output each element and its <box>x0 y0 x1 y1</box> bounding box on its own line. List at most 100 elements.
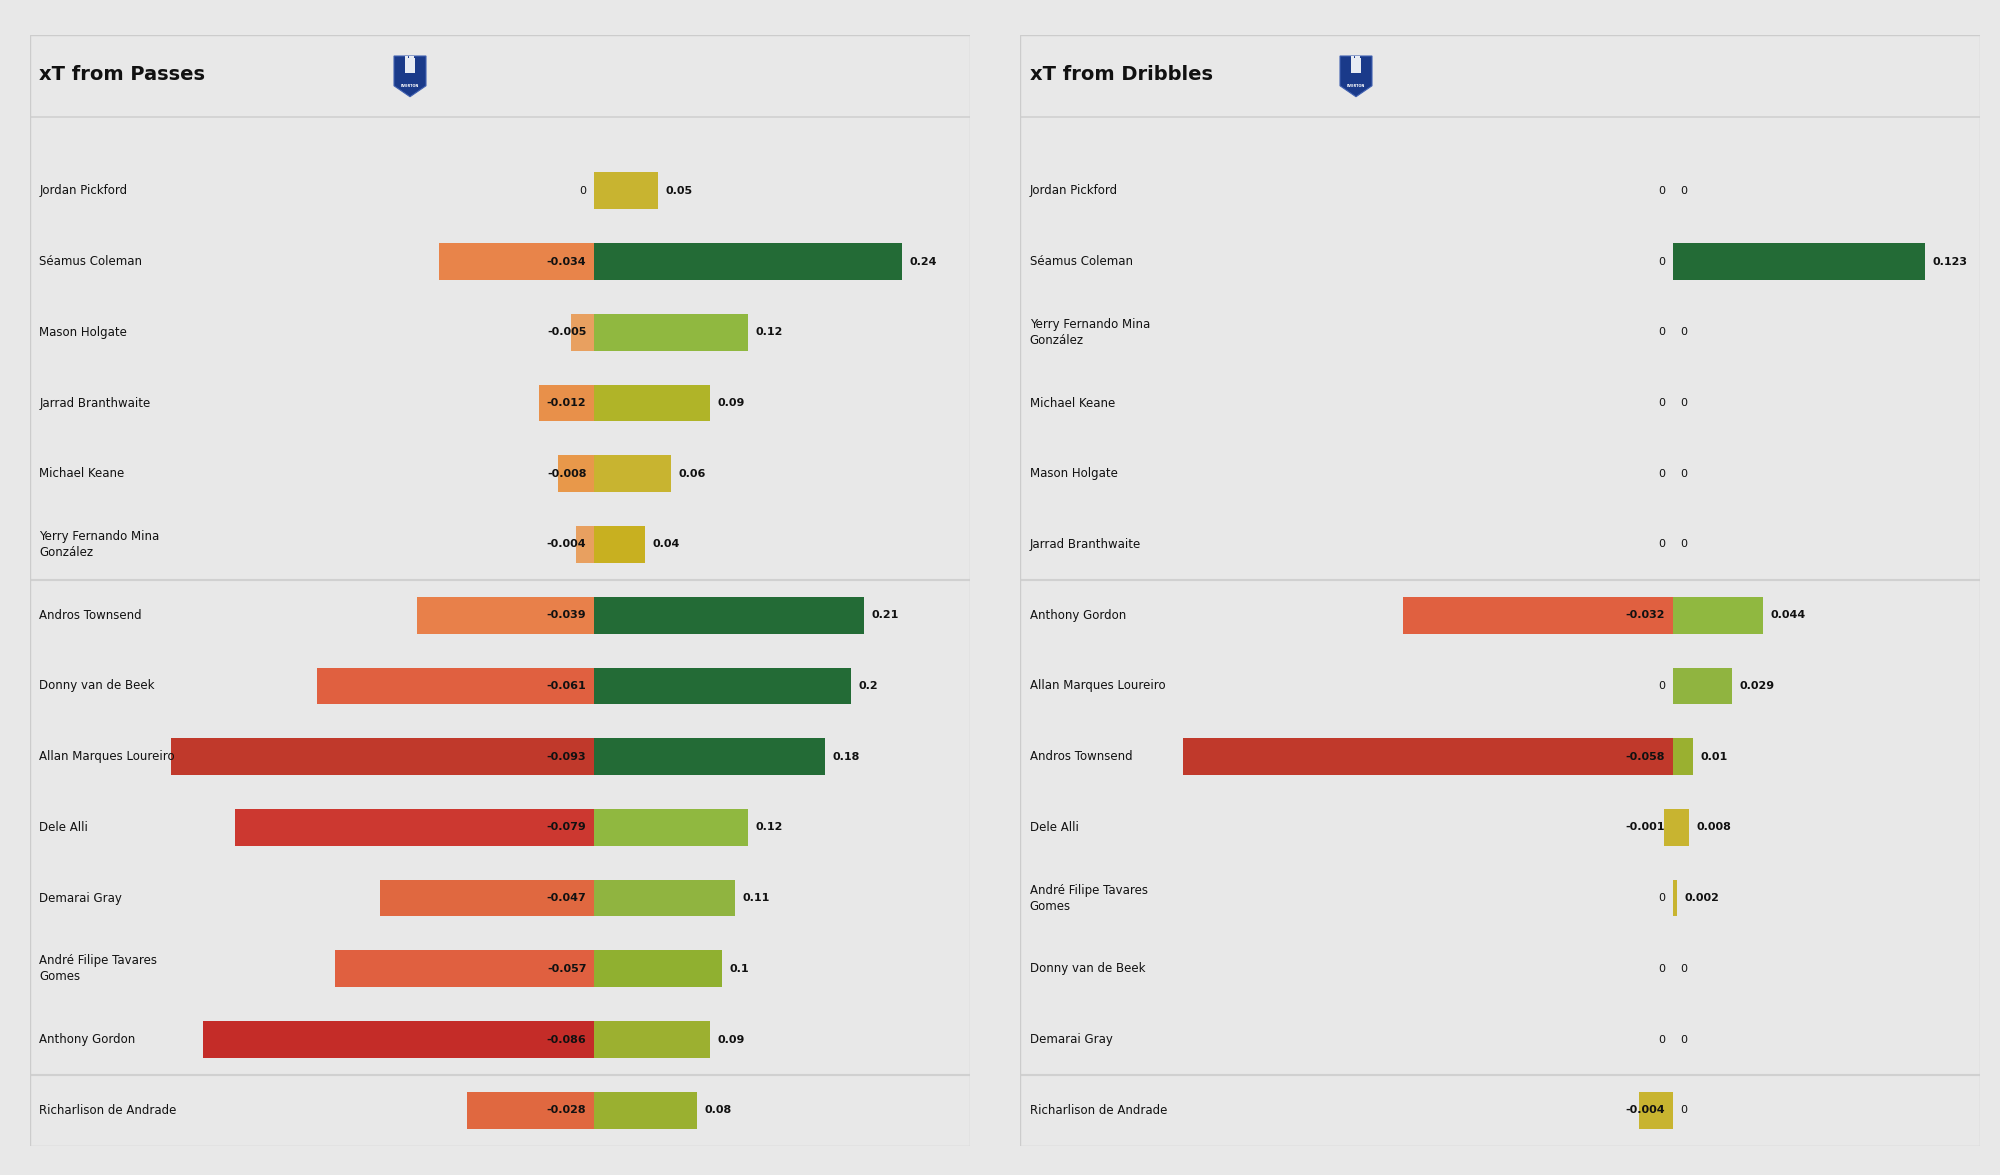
Bar <box>576 526 594 563</box>
Text: Séamus Coleman: Séamus Coleman <box>1030 255 1132 268</box>
Text: -0.004: -0.004 <box>1626 1106 1666 1115</box>
Polygon shape <box>410 56 412 58</box>
Text: 0: 0 <box>1658 682 1666 691</box>
Text: Jordan Pickford: Jordan Pickford <box>40 184 128 197</box>
Bar <box>334 951 594 987</box>
Polygon shape <box>1340 56 1372 96</box>
Text: 0: 0 <box>1680 186 1688 196</box>
Bar <box>1664 808 1672 846</box>
Text: -0.047: -0.047 <box>546 893 586 904</box>
Bar <box>380 880 594 917</box>
Text: Richarlison de Andrade: Richarlison de Andrade <box>40 1103 176 1116</box>
Text: Andros Townsend: Andros Townsend <box>40 609 142 622</box>
Bar <box>1640 1092 1672 1129</box>
Text: -0.039: -0.039 <box>546 610 586 620</box>
Text: Allan Marques Loureiro: Allan Marques Loureiro <box>40 750 176 763</box>
Bar <box>594 1021 710 1058</box>
Text: -0.058: -0.058 <box>1626 752 1666 761</box>
Bar <box>234 808 594 846</box>
Bar <box>1672 597 1762 633</box>
Polygon shape <box>394 56 426 96</box>
Text: 0: 0 <box>1680 469 1688 478</box>
Text: 0: 0 <box>1680 963 1688 974</box>
Text: Anthony Gordon: Anthony Gordon <box>40 1033 136 1046</box>
Text: -0.032: -0.032 <box>1626 610 1666 620</box>
Bar <box>1402 597 1672 633</box>
Text: Donny van de Beek: Donny van de Beek <box>40 679 154 692</box>
Text: Demarai Gray: Demarai Gray <box>1030 1033 1112 1046</box>
Bar <box>594 526 646 563</box>
Text: -0.093: -0.093 <box>546 752 586 761</box>
Bar <box>594 456 672 492</box>
Text: 0.044: 0.044 <box>1770 610 1806 620</box>
Polygon shape <box>406 58 414 73</box>
Bar <box>172 738 594 776</box>
Bar <box>316 667 594 704</box>
Text: 0: 0 <box>1658 256 1666 267</box>
Polygon shape <box>1352 58 1360 73</box>
Text: 0.24: 0.24 <box>910 256 938 267</box>
Text: Yerry Fernando Mina
González: Yerry Fernando Mina González <box>40 530 160 559</box>
Text: -0.034: -0.034 <box>546 256 586 267</box>
Bar <box>1672 243 1924 280</box>
Text: 0.06: 0.06 <box>678 469 706 478</box>
Polygon shape <box>1352 56 1354 58</box>
Bar <box>594 951 722 987</box>
Text: -0.086: -0.086 <box>546 1034 586 1045</box>
Bar <box>416 597 594 633</box>
Text: 0.123: 0.123 <box>1932 256 1968 267</box>
Polygon shape <box>412 56 414 58</box>
Text: -0.005: -0.005 <box>548 328 586 337</box>
Bar <box>594 880 736 917</box>
Text: 0: 0 <box>1658 539 1666 550</box>
Text: Richarlison de Andrade: Richarlison de Andrade <box>1030 1103 1166 1116</box>
Text: 0.09: 0.09 <box>718 1034 744 1045</box>
Bar <box>1184 738 1672 776</box>
Text: Anthony Gordon: Anthony Gordon <box>1030 609 1126 622</box>
Text: 0: 0 <box>580 186 586 196</box>
Polygon shape <box>408 73 412 78</box>
Bar <box>202 1021 594 1058</box>
Bar <box>594 1092 696 1129</box>
Text: 0: 0 <box>1658 1034 1666 1045</box>
Text: 0.05: 0.05 <box>666 186 692 196</box>
Text: 0: 0 <box>1658 963 1666 974</box>
Text: 0.029: 0.029 <box>1740 682 1774 691</box>
Text: 0.2: 0.2 <box>858 682 878 691</box>
Text: -0.001: -0.001 <box>1626 822 1666 832</box>
Polygon shape <box>406 56 408 58</box>
Bar <box>594 808 748 846</box>
Text: 0.002: 0.002 <box>1684 893 1720 904</box>
Text: Séamus Coleman: Séamus Coleman <box>40 255 142 268</box>
Bar <box>558 456 594 492</box>
Text: 0.08: 0.08 <box>704 1106 732 1115</box>
Text: -0.008: -0.008 <box>546 469 586 478</box>
Bar <box>594 314 748 350</box>
Text: 0: 0 <box>1680 1034 1688 1045</box>
Text: Allan Marques Loureiro: Allan Marques Loureiro <box>1030 679 1166 692</box>
Bar <box>1672 667 1732 704</box>
Text: Dele Alli: Dele Alli <box>1030 821 1078 834</box>
Text: EVERTON: EVERTON <box>400 83 420 88</box>
Text: 0.18: 0.18 <box>832 752 860 761</box>
Text: -0.012: -0.012 <box>546 398 586 408</box>
Bar <box>594 667 850 704</box>
Text: Jarrad Branthwaite: Jarrad Branthwaite <box>1030 538 1140 551</box>
Bar <box>1672 738 1694 776</box>
Text: Jordan Pickford: Jordan Pickford <box>1030 184 1118 197</box>
Text: Michael Keane: Michael Keane <box>1030 396 1114 410</box>
Text: -0.079: -0.079 <box>546 822 586 832</box>
Bar <box>1672 880 1676 917</box>
Bar <box>594 173 658 209</box>
Text: 0.04: 0.04 <box>652 539 680 550</box>
Text: 0: 0 <box>1680 398 1688 408</box>
Text: 0.21: 0.21 <box>872 610 898 620</box>
Text: Donny van de Beek: Donny van de Beek <box>1030 962 1146 975</box>
Text: 0: 0 <box>1658 186 1666 196</box>
Text: 0.1: 0.1 <box>730 963 750 974</box>
Bar <box>1672 808 1690 846</box>
Bar <box>594 738 826 776</box>
Text: -0.004: -0.004 <box>546 539 586 550</box>
Text: Michael Keane: Michael Keane <box>40 468 124 481</box>
Text: André Filipe Tavares
Gomes: André Filipe Tavares Gomes <box>40 954 158 983</box>
